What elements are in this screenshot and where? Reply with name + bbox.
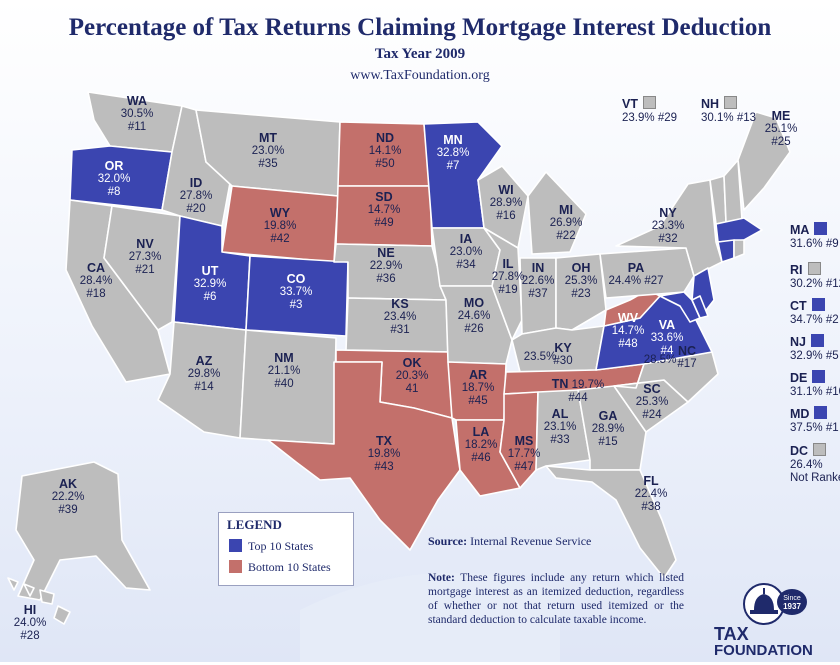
state-ME [737, 111, 791, 211]
capitol-dome-icon: Since 1937 [743, 583, 807, 625]
label-NY: NY 23.3% #32 [651, 206, 685, 246]
tax-foundation-logo: Since 1937 TAX FOUNDATION [714, 580, 830, 660]
label-SD: SD 14.7% #49 [367, 190, 401, 230]
label-HI: HI 24.0% #28 [13, 603, 47, 643]
label-AL: AL 23.1% #33 [543, 407, 577, 447]
label-OR: OR 32.0% #8 [97, 159, 131, 199]
state-MI [527, 171, 587, 255]
state-HI [7, 577, 71, 625]
label-OK: OK 20.3% 41 [395, 356, 429, 396]
state-AK [15, 461, 151, 601]
state-PA [599, 247, 695, 299]
label-ND: ND 14.1% #50 [368, 131, 402, 171]
label-VA: VA 33.6% #4 [650, 318, 684, 358]
state-MA [715, 217, 763, 243]
label-NC-pct: 28.5% [643, 354, 677, 366]
legend-title: LEGEND [227, 517, 282, 532]
state-NV [103, 205, 181, 331]
label-NM: NM 21.1% #40 [267, 351, 301, 391]
label-MT: MT 23.0% #35 [251, 131, 285, 171]
label-ID: ID 27.8% #20 [179, 176, 213, 216]
label-CA: CA 28.4% #18 [79, 261, 113, 301]
label-MO: MO 24.6% #26 [457, 296, 491, 336]
label-MA: MA 31.6% #9 [790, 222, 839, 250]
label-MI: MI 26.9% #22 [549, 203, 583, 243]
label-TX: TX 19.8% #43 [367, 434, 401, 474]
label-MS: MS 17.7% #47 [507, 434, 541, 474]
state-AL [535, 389, 591, 471]
label-PA: PA 24.4% #27 [608, 261, 664, 288]
label-AK: AK 22.2% #39 [51, 477, 85, 517]
logo-tax: TAX [714, 624, 749, 644]
label-VT: VT 23.9% #29 [622, 96, 677, 124]
label-UT: UT 32.9% #6 [193, 264, 227, 304]
legend-bottom10: Bottom 10 States [229, 560, 353, 575]
svg-text:Since: Since [783, 595, 801, 602]
label-MN: MN 32.8% #7 [436, 133, 470, 173]
state-RI [733, 239, 745, 259]
state-DE [691, 295, 709, 319]
label-AZ: AZ 29.8% #14 [187, 354, 221, 394]
label-MD: MD 37.5% #1 [790, 406, 839, 434]
label-IA: IA 23.0% #34 [449, 232, 483, 272]
label-KS: KS 23.4% #31 [383, 297, 417, 337]
label-WI: WI 28.9% #16 [489, 183, 523, 223]
label-NE: NE 22.9% #36 [369, 246, 403, 286]
label-CO: CO 33.7% #3 [279, 272, 313, 312]
label-KY: KY #30 [553, 341, 573, 368]
state-WI [477, 165, 529, 249]
label-FL: FL 22.4% #38 [634, 474, 668, 514]
label-CT: CT 34.7% #2 [790, 298, 839, 326]
map-subtitle: Tax Year 2009 [374, 46, 466, 62]
label-WV: WV 14.7% #48 [611, 311, 645, 351]
map-title: Percentage of Tax Returns Claiming Mortg… [68, 14, 772, 41]
label-AR: AR 18.7% #45 [461, 368, 495, 408]
label-KY-pct: 23.5% [523, 351, 557, 363]
legend-top10: Top 10 States [229, 539, 353, 554]
label-NV: NV 27.3% #21 [128, 237, 162, 277]
label-NC: NC #17 [677, 344, 697, 371]
legend-swatch-bottom [229, 560, 242, 573]
label-NJ: NJ 32.9% #5 [790, 334, 839, 362]
label-LA: LA 18.2% #46 [464, 425, 498, 465]
label-IL: IL 27.8% #19 [491, 257, 525, 297]
label-TN: TN 19.7% #44 [551, 377, 605, 405]
label-IN: IN 22.6% #37 [521, 261, 555, 301]
state-NY [615, 179, 723, 277]
label-WY: WY 19.8% #42 [263, 206, 297, 246]
state-OH [555, 253, 607, 331]
source-note: Source: Internal Revenue Service [428, 534, 592, 548]
label-NH: NH 30.1% #13 [701, 96, 756, 124]
site-url: www.TaxFoundation.org [350, 68, 490, 83]
label-ME: ME 25.1% #25 [764, 109, 798, 149]
state-FL [545, 465, 677, 579]
legend: LEGEND Top 10 States Bottom 10 States [218, 512, 354, 586]
label-WA: WA 30.5% #11 [120, 94, 154, 134]
svg-text:1937: 1937 [783, 602, 801, 611]
label-OH: OH 25.3% #23 [564, 261, 598, 301]
footnote: Note: These figures include any return w… [428, 572, 684, 626]
label-GA: GA 28.9% #15 [591, 409, 625, 449]
legend-swatch-top [229, 539, 242, 552]
logo-foundation: FOUNDATION [714, 642, 813, 659]
state-TX [267, 361, 461, 551]
label-SC: SC 25.3% #24 [635, 382, 669, 422]
